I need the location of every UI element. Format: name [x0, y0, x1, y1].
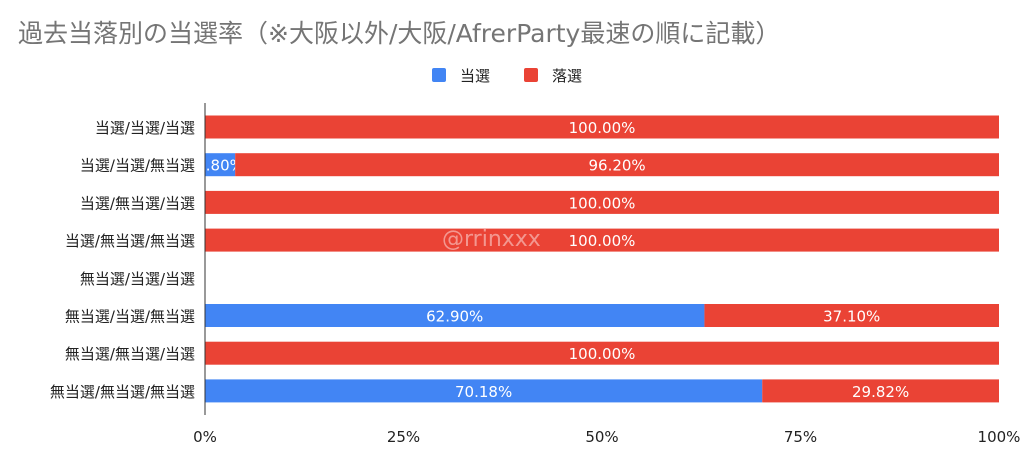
- legend: 当選 落選: [432, 67, 582, 85]
- bar-0-7: [205, 379, 763, 403]
- data-label-1-6: 100.00%: [569, 345, 636, 363]
- x-tick-0: 0%: [193, 428, 217, 446]
- data-label-1-7: 29.82%: [852, 383, 909, 401]
- category-labels: 当選/当選/当選当選/当選/無当選当選/無当選/当選当選/無当選/無当選無当選/…: [50, 119, 195, 401]
- data-label-0-5: 62.90%: [426, 308, 483, 326]
- legend-swatch-1: [524, 68, 538, 82]
- category-label-2: 当選/無当選/当選: [80, 194, 195, 212]
- x-tick-2: 50%: [585, 428, 618, 446]
- bar-1-5: [704, 304, 999, 327]
- legend-swatch-0: [432, 68, 446, 82]
- x-tick-3: 75%: [784, 428, 817, 446]
- bar-0-1: [205, 153, 236, 177]
- x-axis-ticks: 0% 25% 50% 75% 100%: [193, 428, 1020, 446]
- bar-1-2: [205, 190, 999, 214]
- data-label-1-5: 37.10%: [823, 308, 880, 326]
- legend-label-0: 当選: [460, 67, 490, 85]
- data-label-0-7: 70.18%: [455, 383, 512, 401]
- bar-1-6: [205, 341, 999, 365]
- data-label-1-0: 100.00%: [569, 119, 636, 137]
- category-label-4: 無当選/当選/当選: [80, 270, 195, 288]
- data-label-1-1: 96.20%: [588, 157, 645, 175]
- data-label-1-3: 100.00%: [569, 232, 636, 250]
- data-label-0-1: 3.80%: [196, 157, 244, 175]
- data-label-1-2: 100.00%: [569, 194, 636, 212]
- bar-1-1: [235, 153, 999, 177]
- bar-1-3: [205, 228, 999, 252]
- category-label-7: 無当選/無当選/無当選: [50, 383, 195, 401]
- category-label-3: 当選/無当選/無当選: [65, 232, 195, 250]
- legend-label-1: 落選: [552, 67, 582, 85]
- category-label-5: 無当選/当選/無当選: [65, 308, 195, 326]
- category-label-0: 当選/当選/当選: [95, 119, 195, 137]
- category-label-1: 当選/当選/無当選: [80, 157, 195, 175]
- bar-0-5: [205, 304, 705, 327]
- x-tick-1: 25%: [387, 428, 420, 446]
- chart-title: 過去当落別の当選率（※大阪以外/大阪/AfrerParty最速の順に記載）: [18, 19, 780, 48]
- bar-1-0: [205, 115, 999, 139]
- category-label-6: 無当選/無当選/当選: [65, 345, 195, 363]
- bars-group: 0.00%100.00%3.80%96.20%0.00%100.00%0.00%…: [181, 115, 999, 403]
- watermark-text: @rrinxxx: [442, 227, 541, 252]
- bar-1-7: [762, 379, 999, 403]
- x-tick-4: 100%: [978, 428, 1021, 446]
